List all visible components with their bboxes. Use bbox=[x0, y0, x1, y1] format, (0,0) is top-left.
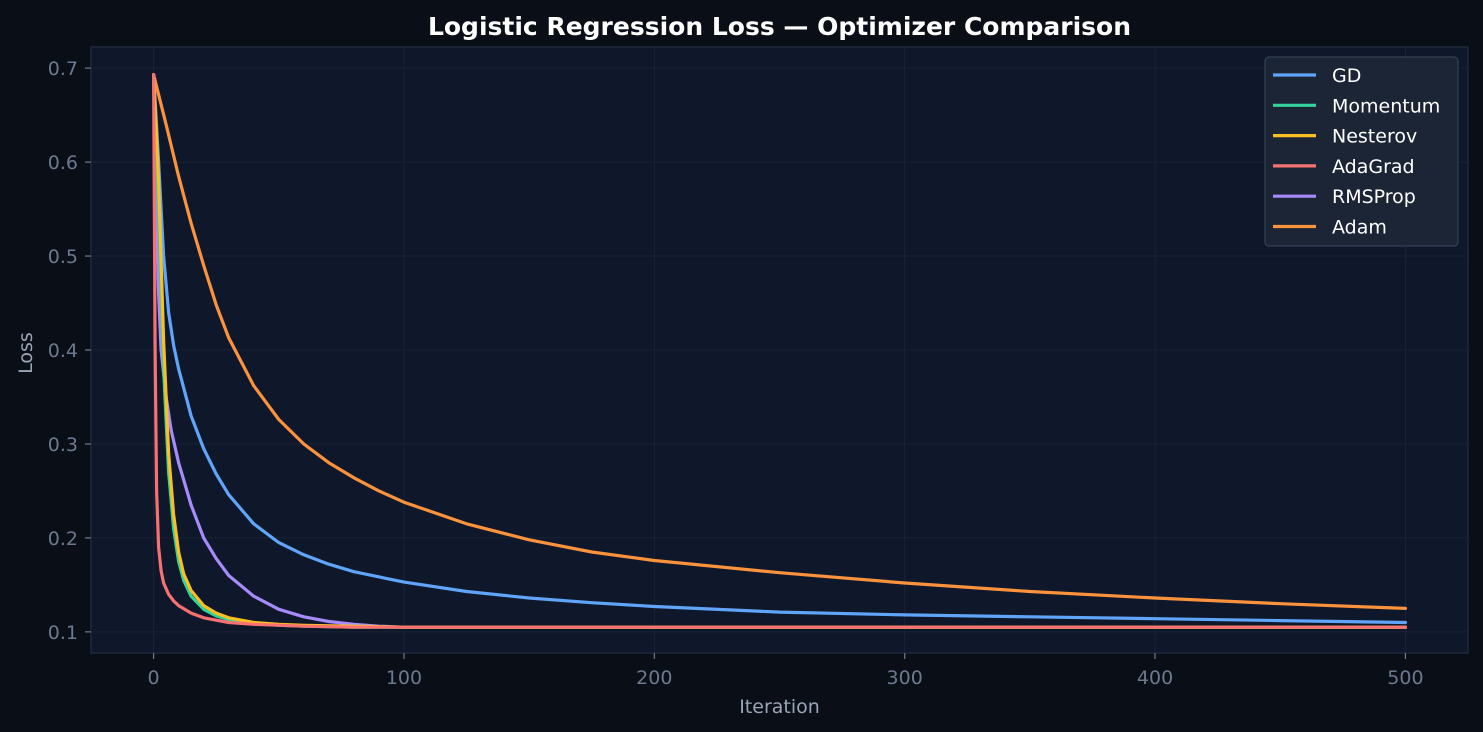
x-tick-labels: 0 100 200 300 400 500 bbox=[148, 653, 1424, 689]
y-axis-label: Loss bbox=[15, 332, 37, 374]
chart-title: Logistic Regression Loss — Optimizer Com… bbox=[428, 12, 1131, 41]
legend-label: Adam bbox=[1332, 217, 1387, 239]
x-tick-label: 100 bbox=[386, 667, 422, 689]
x-tick-label: 500 bbox=[1387, 667, 1423, 689]
legend-label: GD bbox=[1332, 65, 1361, 87]
y-tick-label: 0.6 bbox=[48, 152, 78, 174]
x-tick-label: 0 bbox=[148, 667, 160, 689]
x-tick-label: 300 bbox=[887, 667, 923, 689]
y-tick-label: 0.3 bbox=[48, 434, 78, 456]
y-tick-label: 0.7 bbox=[48, 58, 78, 80]
legend: GD Momentum Nesterov AdaGrad RMSProp Adam bbox=[1264, 56, 1459, 247]
series-line-adagrad bbox=[152, 73, 1407, 629]
y-tick-label: 0.5 bbox=[48, 246, 78, 268]
legend-label: AdaGrad bbox=[1332, 156, 1415, 178]
y-tick-label: 0.1 bbox=[48, 622, 78, 644]
x-axis-label: Iteration bbox=[739, 696, 820, 718]
y-tick-label: 0.2 bbox=[48, 528, 78, 550]
legend-label: RMSProp bbox=[1332, 186, 1416, 208]
series-layer bbox=[152, 73, 1407, 629]
legend-label: Nesterov bbox=[1332, 126, 1417, 148]
legend-label: Momentum bbox=[1332, 95, 1440, 117]
series-line-gd bbox=[152, 73, 1407, 625]
x-tick-label: 200 bbox=[636, 667, 672, 689]
y-tick-label: 0.4 bbox=[48, 340, 78, 362]
series-line-adam bbox=[152, 73, 1407, 610]
y-tick-labels: 0.1 0.2 0.3 0.4 0.5 0.6 0.7 bbox=[48, 58, 91, 644]
x-tick-label: 400 bbox=[1137, 667, 1173, 689]
